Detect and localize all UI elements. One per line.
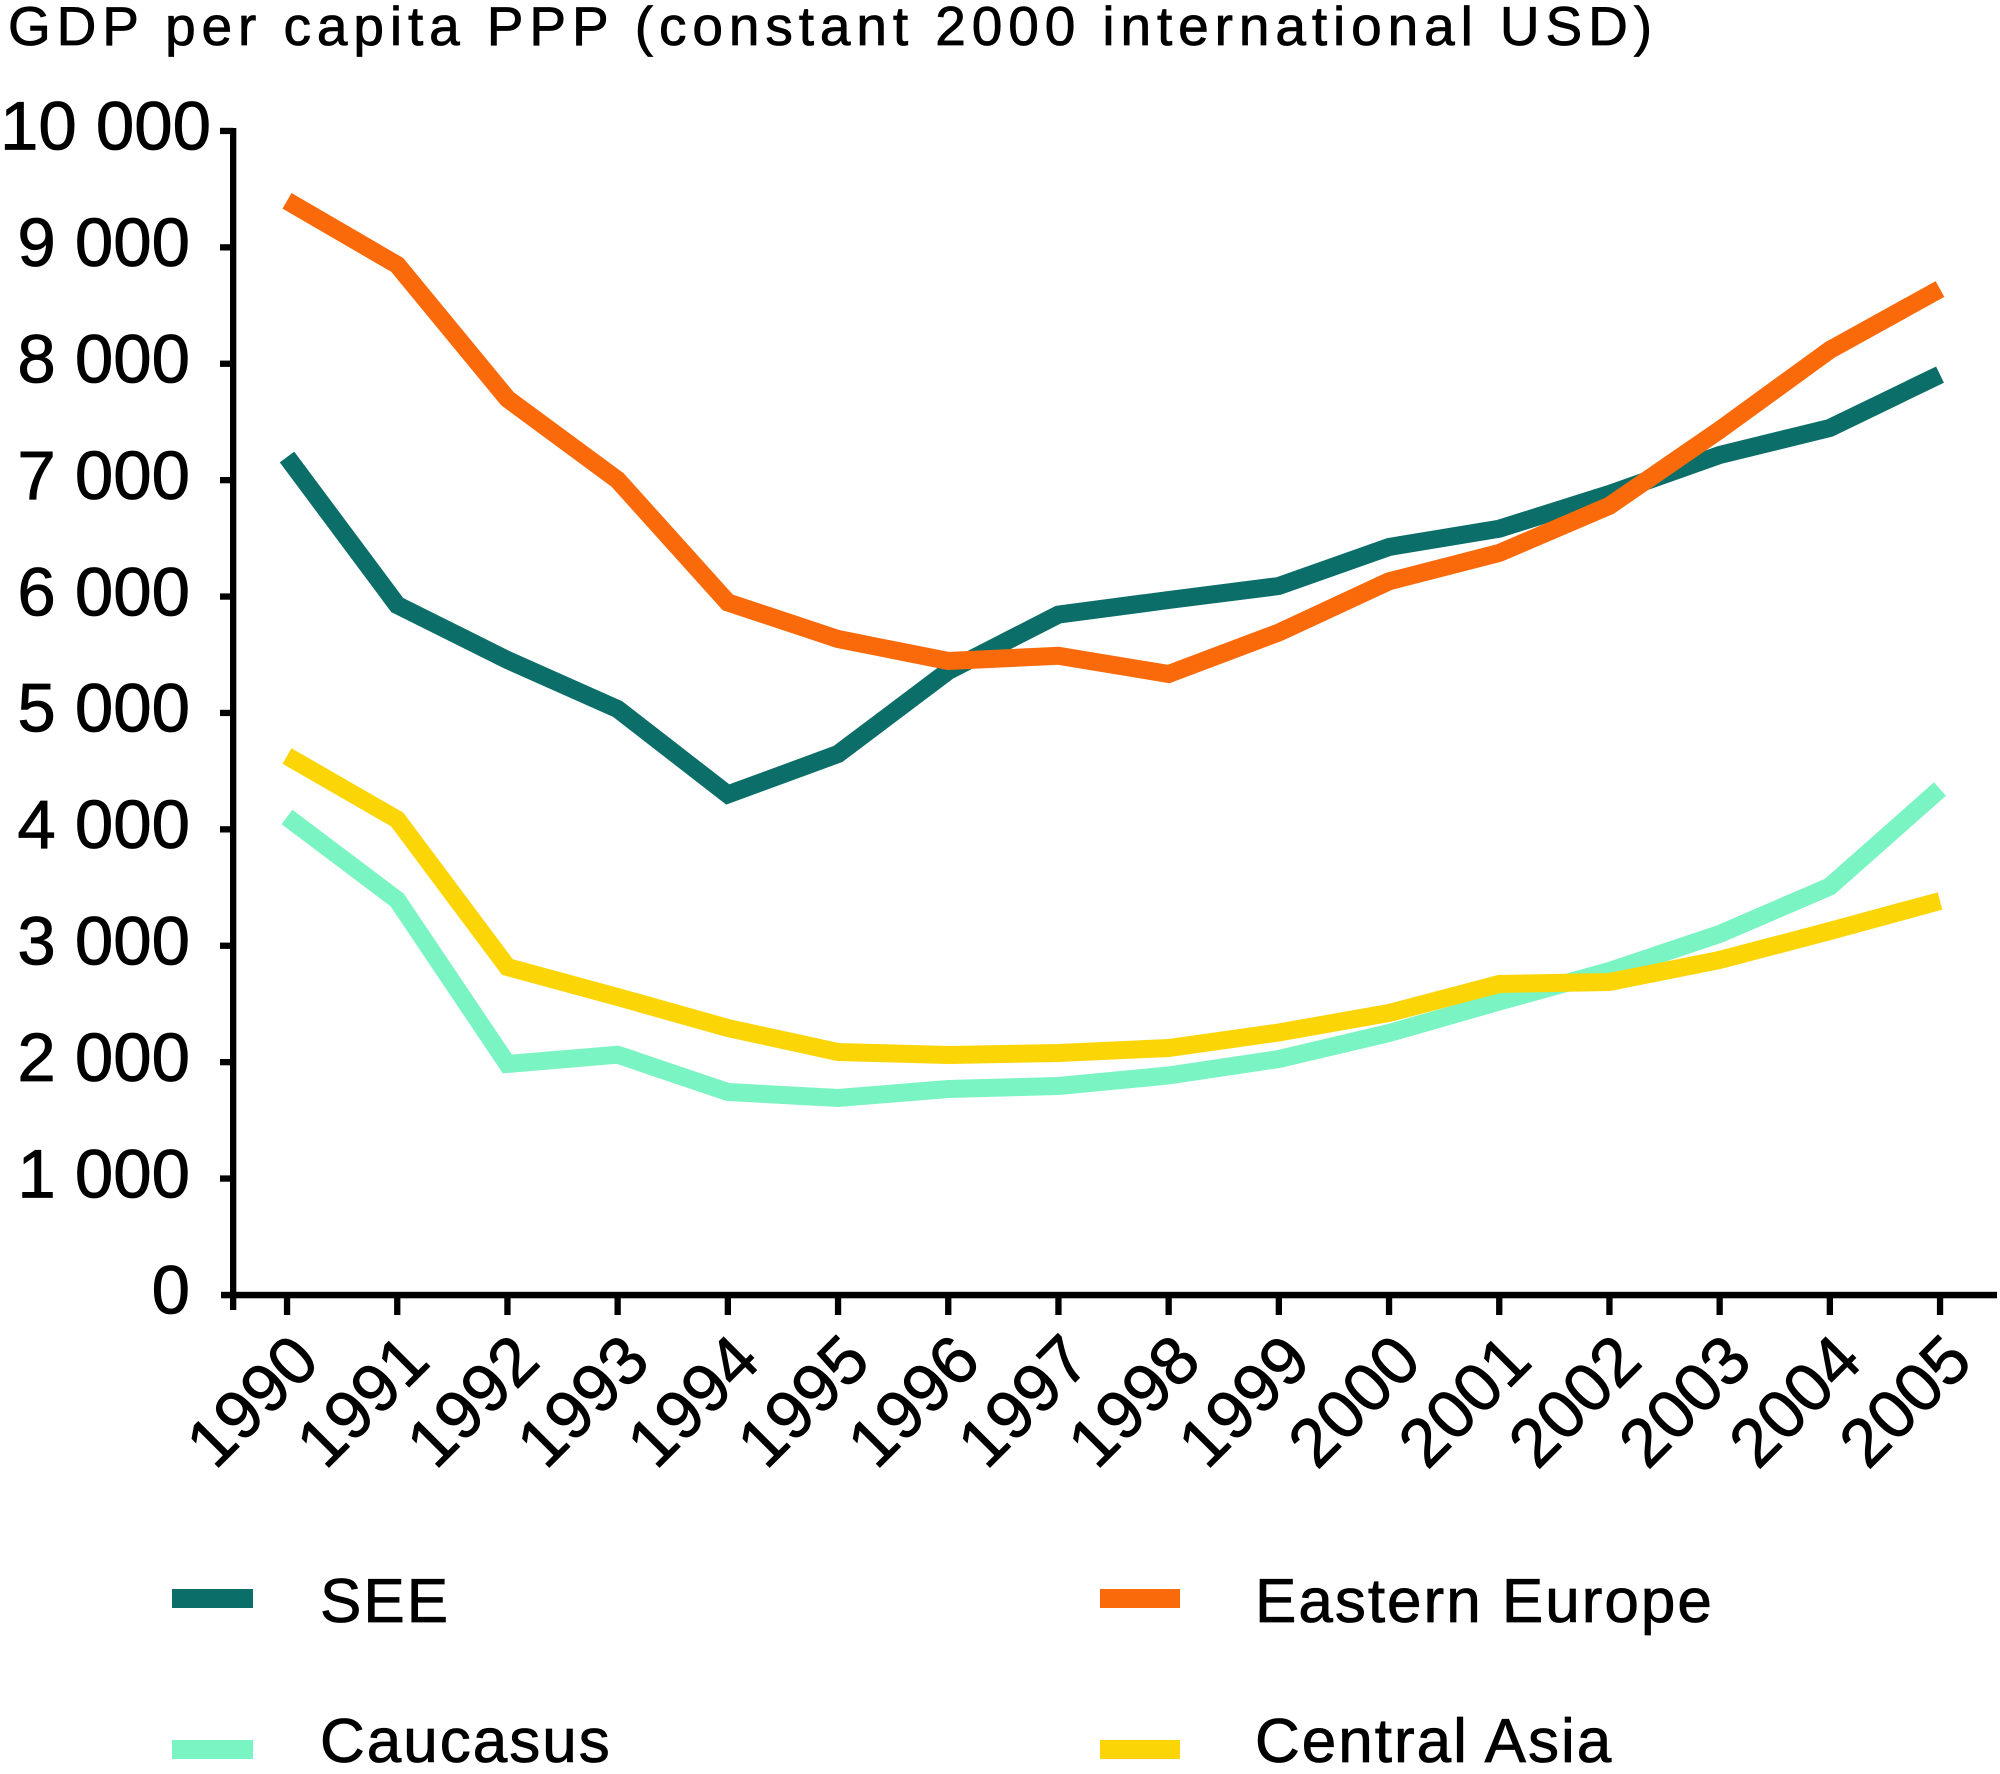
svg-text:Caucasus: Caucasus — [320, 1707, 612, 1774]
svg-text:10 000: 10 000 — [0, 88, 211, 165]
svg-text:5 000: 5 000 — [17, 670, 190, 747]
svg-text:6 000: 6 000 — [17, 553, 190, 630]
svg-text:4 000: 4 000 — [17, 786, 190, 863]
svg-text:8 000: 8 000 — [17, 321, 190, 398]
svg-text:SEE: SEE — [320, 1567, 450, 1636]
svg-text:Central Asia: Central Asia — [1255, 1707, 1613, 1774]
svg-text:0: 0 — [152, 1252, 190, 1329]
svg-text:GDP per capita PPP (constant 2: GDP per capita PPP (constant 2000 intern… — [8, 0, 1658, 57]
svg-text:9 000: 9 000 — [17, 204, 190, 281]
svg-text:Eastern Europe: Eastern Europe — [1255, 1567, 1714, 1636]
svg-text:2 000: 2 000 — [17, 1019, 190, 1096]
svg-text:3 000: 3 000 — [17, 903, 190, 980]
svg-text:7 000: 7 000 — [17, 437, 190, 514]
svg-text:1 000: 1 000 — [17, 1135, 190, 1212]
